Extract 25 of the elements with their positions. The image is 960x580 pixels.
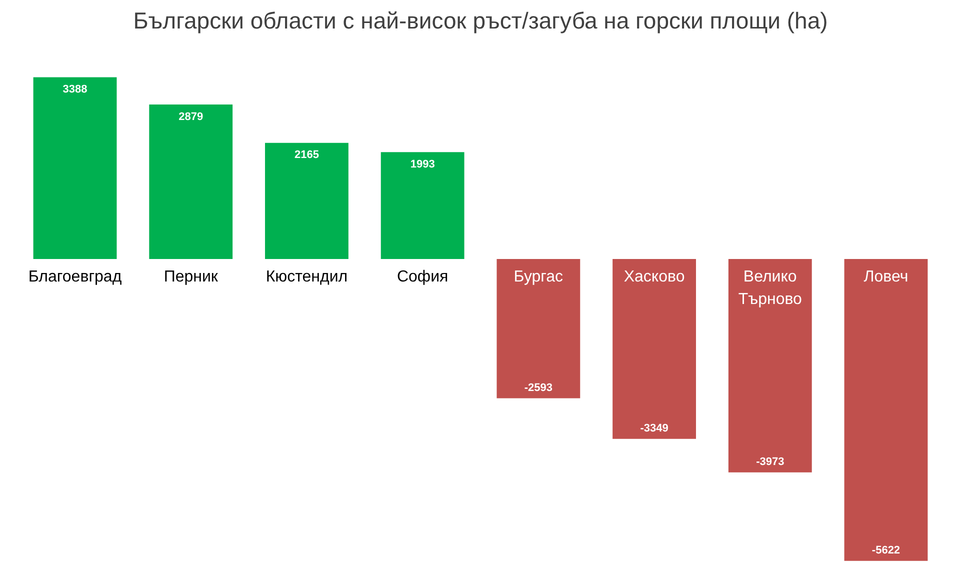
bar [265,142,348,260]
data-label: -3349 [640,422,668,435]
bar [728,259,812,472]
data-label: 2879 [178,110,204,123]
bar [380,152,464,260]
bar [612,259,696,439]
data-label: 2165 [294,149,319,162]
x-tick-label: Ловеч [864,268,908,286]
data-label: 1993 [410,158,435,170]
bar [844,259,928,561]
data-label: -5622 [872,544,900,557]
x-tick-label: София [396,268,448,286]
data-label: 3388 [62,83,88,96]
x-tick-label: Бургас [514,268,564,286]
x-tick-label: Благоевград [28,268,122,286]
x-tick-label: Кюстендил [266,268,348,286]
chart-title: Български области с най-висок ръст/загуба на горски площи (ha) [133,8,828,34]
bar [496,259,580,398]
x-tick-label: Перник [164,268,219,286]
data-label: -2593 [524,382,552,394]
x-tick-label: Хасково [624,268,685,286]
bar [149,104,233,260]
data-label: -3973 [756,456,784,468]
bar [33,77,117,260]
x-tick-label: Велико Търново [738,268,802,308]
